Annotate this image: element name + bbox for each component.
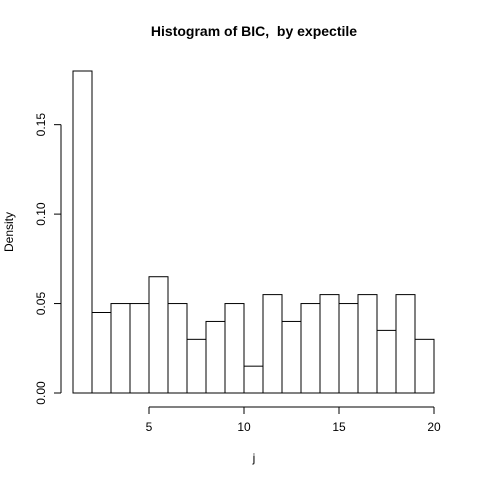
- bar: [110, 303, 131, 394]
- bar: [319, 294, 340, 394]
- bar: [376, 329, 397, 394]
- bar: [129, 303, 150, 394]
- bar: [72, 70, 93, 394]
- bar: [281, 320, 302, 394]
- x-tick-label: 20: [427, 420, 441, 434]
- bar: [300, 303, 321, 394]
- bar: [414, 338, 435, 394]
- x-axis-label: j: [252, 451, 256, 465]
- bar: [357, 294, 378, 394]
- y-tick-label: 0.15: [34, 113, 48, 137]
- y-axis-label: Density: [2, 212, 16, 252]
- bar: [91, 312, 112, 394]
- bar: [243, 365, 264, 394]
- bar: [395, 294, 416, 394]
- bar: [262, 294, 283, 394]
- x-tick-label: 15: [332, 420, 346, 434]
- bar: [186, 338, 207, 394]
- x-tick-label: 10: [237, 420, 251, 434]
- bar: [167, 303, 188, 394]
- bar: [205, 320, 226, 394]
- x-tick-label: 5: [146, 420, 153, 434]
- y-tick-label: 0.10: [34, 202, 48, 226]
- chart-title: Histogram of BIC, by expectile: [151, 23, 357, 39]
- bar: [338, 303, 359, 394]
- bar: [224, 303, 245, 394]
- y-tick-label: 0.00: [34, 381, 48, 405]
- y-tick-label: 0.05: [34, 292, 48, 316]
- bar: [148, 276, 169, 394]
